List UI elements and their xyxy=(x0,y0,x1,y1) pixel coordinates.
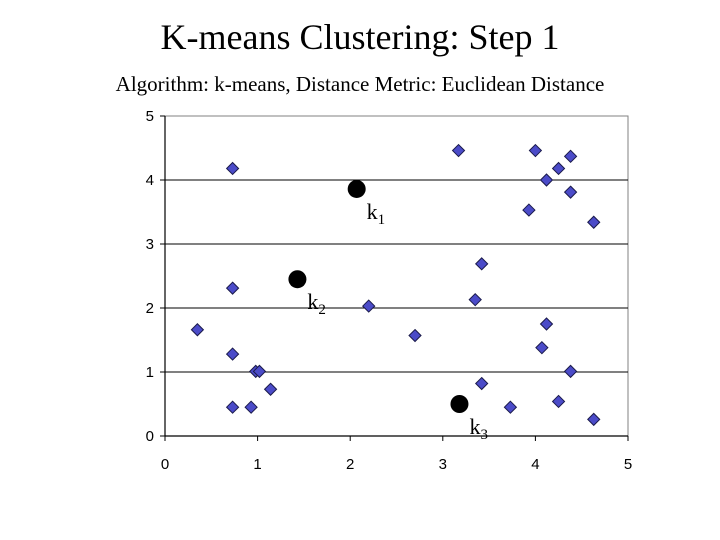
centroid-label-k1: k1 xyxy=(367,199,386,228)
x-tick-label: 2 xyxy=(346,456,354,473)
x-tick-label: 1 xyxy=(253,456,261,473)
page-subtitle: Algorithm: k-means, Distance Metric: Euc… xyxy=(115,72,605,96)
x-tick-label: 3 xyxy=(439,456,447,473)
centroid-k1 xyxy=(347,179,366,198)
x-tick-label: 0 xyxy=(161,456,169,473)
data-point xyxy=(563,149,578,164)
y-tick-label: 2 xyxy=(146,300,154,317)
data-point xyxy=(539,173,554,187)
page-title: K-means Clustering: Step 1 xyxy=(160,17,560,57)
y-tick-label: 4 xyxy=(146,172,154,189)
centroid-label-k2: k2 xyxy=(307,289,326,318)
data-point xyxy=(252,364,267,379)
data-point xyxy=(225,281,240,295)
data-point xyxy=(474,376,489,391)
data-point xyxy=(563,364,578,379)
centroid-k3 xyxy=(450,395,469,413)
data-point xyxy=(474,257,489,271)
data-point xyxy=(468,292,482,307)
data-point xyxy=(551,161,566,176)
data-point xyxy=(362,299,376,313)
data-point xyxy=(190,323,205,337)
data-point xyxy=(539,317,554,331)
x-tick-label: 4 xyxy=(531,456,539,473)
data-point xyxy=(451,143,466,158)
data-point xyxy=(503,400,518,414)
x-tick-label: 5 xyxy=(624,456,632,473)
data-point xyxy=(563,185,578,199)
data-point xyxy=(587,412,601,427)
data-point xyxy=(225,400,240,414)
y-tick-label: 1 xyxy=(146,364,154,381)
data-point xyxy=(528,143,543,158)
data-point xyxy=(587,215,601,229)
centroid-label-k3: k3 xyxy=(469,414,488,443)
data-point xyxy=(522,203,536,217)
data-point xyxy=(225,161,240,176)
y-tick-label: 3 xyxy=(146,236,154,253)
centroid-k2 xyxy=(288,270,307,289)
y-tick-label: 5 xyxy=(146,108,154,125)
data-point xyxy=(535,340,549,355)
data-point xyxy=(225,347,240,361)
data-point xyxy=(551,394,566,409)
y-tick-label: 0 xyxy=(146,428,154,445)
data-point xyxy=(408,328,422,343)
data-point xyxy=(244,400,258,414)
data-point xyxy=(263,382,278,396)
